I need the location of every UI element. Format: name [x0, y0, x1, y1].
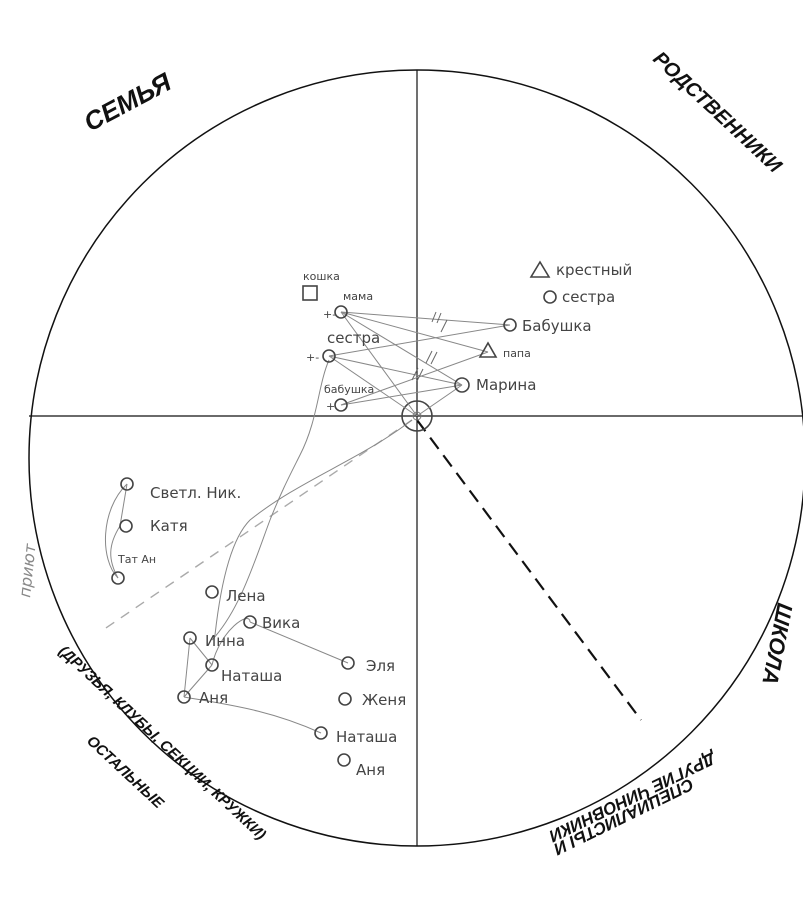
godfather-label: крестный: [556, 261, 632, 279]
link-svetl-tatan: [104, 483, 128, 579]
link-natasha-anya: [183, 664, 213, 698]
svetl-label: Светл. Ник.: [150, 484, 241, 502]
sister-family-mark: +-: [306, 351, 319, 364]
anya1-label: Аня: [199, 689, 228, 707]
sister-rel-label: сестра: [562, 288, 615, 306]
anya1-node: [177, 690, 191, 704]
link-self-marina: [416, 384, 463, 417]
link-to-lena: [211, 519, 271, 641]
link-self-to-friends: [214, 419, 413, 636]
link-sister-grandma: [328, 324, 511, 357]
anya2-node: [337, 753, 351, 767]
natasha1-node: [205, 658, 219, 672]
natasha2-node: [314, 726, 328, 740]
svetl-node: [120, 477, 134, 491]
link-grandma-dad: [340, 351, 489, 406]
link-natasha-vika: [211, 618, 251, 666]
natasha1-label: Наташа: [221, 667, 282, 685]
sector-shelter-label: приют: [15, 542, 40, 598]
link-self-mom: [340, 311, 418, 417]
officials-divider: [416, 419, 642, 721]
center-self-node: [401, 400, 433, 432]
center-self-inner: [412, 411, 422, 421]
sister-family-node: [322, 349, 336, 363]
link-sister-marina: [328, 355, 463, 386]
grandma-family-mark: +: [326, 400, 335, 413]
elya-label: Эля: [366, 657, 395, 675]
tatan-label: Тат Ан: [117, 553, 156, 566]
lena-label: Лена: [226, 587, 266, 605]
sister-family-label: сестра: [327, 329, 380, 347]
inna-label: Инна: [205, 632, 245, 650]
shelter-divider: [99, 419, 413, 633]
zhenya-label: Женя: [362, 691, 406, 709]
link-vika-elya: [249, 621, 349, 664]
vika-node: [243, 615, 257, 629]
link-anya-natasha2: [183, 696, 322, 734]
mom-mark: +-: [323, 308, 336, 321]
link-inna-anya: [183, 637, 191, 698]
mom-node: [334, 305, 348, 319]
sector-school-title: ШКОЛА: [757, 601, 797, 687]
godfather-node-triangle: [529, 260, 551, 278]
link-mom-grandma: [340, 311, 511, 326]
sector-officials-title: ДРУГИЕ ЧИНОВНИКИ: [546, 748, 721, 846]
sister-rel-node: [543, 290, 557, 304]
link-katya-tatan: [110, 525, 121, 579]
inna-node: [183, 631, 197, 645]
dad-label: папа: [503, 347, 531, 360]
link-mom-marina: [340, 311, 463, 386]
marina-node: [454, 377, 470, 393]
grandma-rel-label: Бабушка: [522, 317, 592, 335]
link-mom-dad: [340, 311, 489, 353]
link-svetl-katya: [119, 483, 128, 527]
cat-label: кошка: [303, 270, 340, 283]
sector-relatives-title: РОДСТВЕННИКИ: [649, 48, 786, 178]
grandma-rel-node: [503, 318, 517, 332]
dad-node-triangle: [478, 341, 498, 358]
lena-node: [205, 585, 219, 599]
sector-family-title: СЕМЬЯ: [79, 66, 177, 137]
katya-label: Катя: [150, 517, 188, 535]
tatan-node: [111, 571, 125, 585]
mom-label: мама: [343, 290, 373, 303]
zhenya-node: [338, 692, 352, 706]
link-family-to-friends: [269, 359, 330, 521]
grandma-family-label: бабушка: [324, 383, 374, 396]
marina-label: Марина: [476, 376, 536, 394]
stress-marks: [411, 311, 448, 382]
grandma-family-node: [334, 398, 348, 412]
link-self-sister: [328, 355, 418, 417]
cat-node-square: [302, 285, 318, 301]
elya-node: [341, 656, 355, 670]
vika-label: Вика: [262, 614, 300, 632]
anya2-label: Аня: [356, 761, 385, 779]
natasha2-label: Наташа: [336, 728, 397, 746]
katya-node: [119, 519, 133, 533]
